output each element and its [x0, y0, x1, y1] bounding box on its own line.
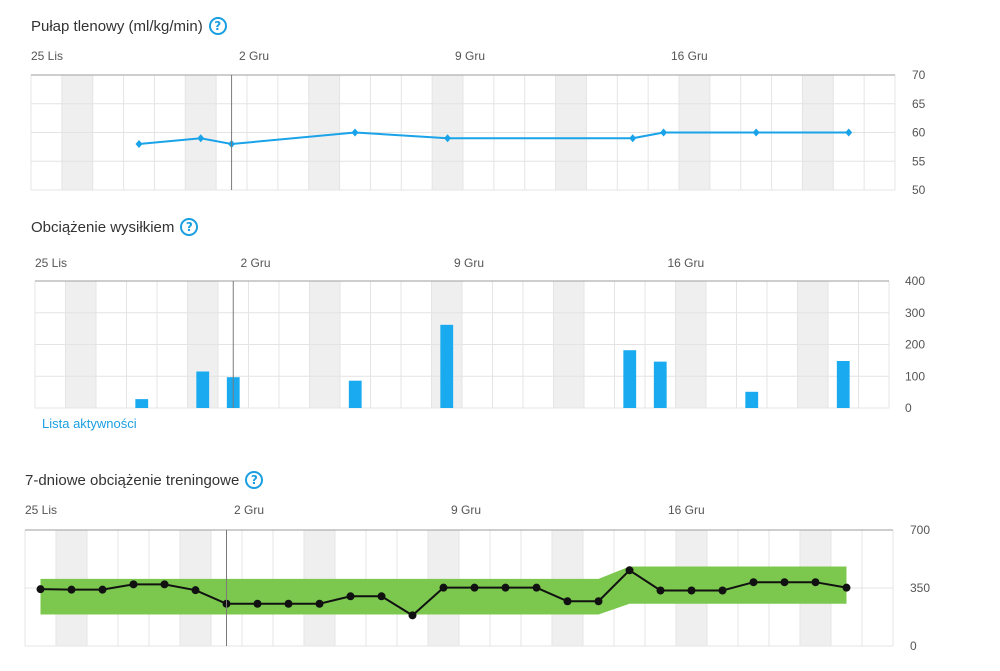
data-point — [563, 597, 572, 606]
data-point — [629, 134, 637, 143]
vo2max-chart: 70 65 60 55 50 25 Lis 2 Gru 9 Gru 16 Gru — [30, 49, 926, 197]
data-point — [501, 583, 510, 592]
training-load-chart: 700 350 0 25 Lis 2 Gru 9 Gru 16 Gru — [24, 503, 930, 653]
date-label: 16 Gru — [668, 503, 705, 517]
data-point — [444, 134, 452, 143]
y-tick-label: 0 — [905, 401, 912, 415]
data-point — [811, 578, 820, 587]
date-label: 16 Gru — [668, 256, 705, 270]
bar — [623, 350, 637, 408]
data-point — [67, 585, 76, 594]
bar — [196, 371, 210, 408]
data-point — [687, 586, 696, 595]
data-point — [36, 585, 45, 594]
data-point — [660, 128, 668, 137]
date-label: 9 Gru — [454, 256, 484, 270]
bar — [836, 361, 850, 408]
y-tick-label: 300 — [905, 306, 925, 320]
question-circle-icon[interactable]: ? — [208, 17, 227, 35]
data-point — [408, 611, 417, 620]
data-point — [656, 586, 665, 595]
data-point — [625, 566, 634, 575]
activity-list-link[interactable]: Lista aktywności — [42, 416, 137, 431]
y-tick-label: 700 — [910, 523, 930, 537]
y-tick-label: 55 — [912, 154, 926, 168]
data-point — [191, 586, 200, 595]
data-point — [718, 586, 727, 595]
date-label: 25 Lis — [25, 503, 57, 517]
training-load-header: 7-dniowe obciążenie treningowe ? — [25, 471, 264, 489]
y-tick-label: 100 — [905, 369, 925, 383]
date-label: 16 Gru — [671, 49, 708, 63]
y-tick-label: 0 — [910, 639, 917, 653]
data-point — [197, 134, 205, 143]
y-tick-label: 70 — [912, 68, 926, 82]
data-point — [594, 597, 603, 606]
vo2max-header: Pułap tlenowy (ml/kg/min) ? — [31, 17, 227, 35]
bar — [348, 380, 362, 408]
date-label: 25 Lis — [35, 256, 67, 270]
data-point — [439, 583, 448, 592]
bar — [653, 361, 667, 408]
exercise-load-section: Obciążenie wysiłkiem ? 400 300 200 100 0 25 L… — [0, 200, 1000, 445]
date-label: 2 Gru — [241, 256, 271, 270]
data-point — [346, 592, 355, 601]
data-point — [749, 578, 758, 587]
y-tick-label: 350 — [910, 581, 930, 595]
vo2max-section: Pułap tlenowy (ml/kg/min) ? 70 65 60 55 50 25… — [0, 0, 1000, 200]
y-tick-label: 60 — [912, 126, 926, 140]
exercise-load-header: Obciążenie wysiłkiem ? — [31, 218, 199, 236]
exercise-load-chart: 400 300 200 100 0 25 Lis 2 Gru 9 Gru 16 Gru — [34, 256, 925, 415]
bar — [745, 391, 759, 408]
data-point — [129, 580, 138, 589]
data-point — [842, 583, 851, 592]
training-load-title: 7-dniowe obciążenie treningowe — [25, 471, 240, 489]
data-point — [377, 592, 386, 601]
data-point — [845, 128, 853, 137]
y-tick-label: 400 — [905, 274, 925, 288]
y-tick-label: 200 — [905, 338, 925, 352]
bar — [440, 324, 454, 408]
bar — [135, 399, 149, 408]
data-point — [253, 599, 262, 608]
date-label: 9 Gru — [455, 49, 485, 63]
exercise-load-title: Obciążenie wysiłkiem — [31, 218, 175, 236]
date-label: 2 Gru — [234, 503, 264, 517]
data-point — [284, 599, 293, 608]
date-label: 9 Gru — [451, 503, 481, 517]
date-label: 25 Lis — [31, 49, 63, 63]
training-load-section: 7-dniowe obciążenie treningowe ? 700 350 0… — [0, 445, 1000, 671]
date-label: 2 Gru — [239, 49, 269, 63]
data-point — [160, 580, 169, 589]
data-point — [351, 128, 359, 137]
data-point — [98, 585, 107, 594]
data-point — [135, 140, 143, 148]
y-tick-label: 50 — [912, 183, 926, 197]
data-point — [780, 578, 789, 587]
question-circle-icon[interactable]: ? — [180, 218, 199, 236]
data-point — [315, 599, 324, 608]
data-point — [532, 583, 541, 592]
question-circle-icon[interactable]: ? — [245, 471, 264, 489]
data-point — [752, 128, 760, 137]
y-tick-label: 65 — [912, 97, 926, 111]
vo2max-title: Pułap tlenowy (ml/kg/min) — [31, 17, 203, 35]
data-point — [470, 583, 479, 592]
